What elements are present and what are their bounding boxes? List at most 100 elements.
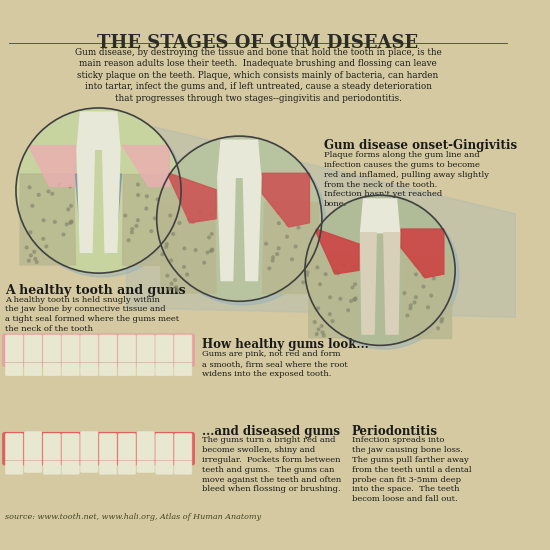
Circle shape (31, 205, 34, 207)
Polygon shape (103, 149, 120, 252)
Polygon shape (218, 178, 235, 280)
Circle shape (211, 249, 213, 252)
Circle shape (277, 222, 280, 224)
Polygon shape (401, 229, 444, 278)
Circle shape (69, 185, 72, 188)
Circle shape (170, 282, 173, 285)
Circle shape (30, 254, 32, 257)
Circle shape (28, 259, 30, 262)
Circle shape (42, 219, 45, 222)
Circle shape (170, 259, 173, 262)
Ellipse shape (305, 195, 455, 345)
Circle shape (53, 221, 56, 223)
Polygon shape (77, 149, 95, 252)
Circle shape (150, 230, 153, 233)
Circle shape (156, 198, 159, 201)
Circle shape (415, 263, 417, 266)
Circle shape (333, 270, 336, 272)
Polygon shape (309, 255, 359, 338)
FancyBboxPatch shape (174, 335, 192, 376)
FancyBboxPatch shape (6, 335, 23, 376)
FancyBboxPatch shape (100, 433, 117, 474)
Polygon shape (29, 145, 75, 186)
FancyBboxPatch shape (81, 335, 98, 376)
Ellipse shape (20, 112, 185, 277)
Circle shape (34, 257, 37, 260)
Polygon shape (262, 202, 318, 293)
Circle shape (422, 274, 425, 277)
Circle shape (302, 281, 305, 284)
Circle shape (206, 251, 209, 254)
Circle shape (409, 304, 412, 307)
Circle shape (353, 265, 356, 268)
Circle shape (178, 222, 181, 224)
Circle shape (265, 243, 267, 245)
Circle shape (166, 243, 168, 245)
Circle shape (320, 324, 323, 327)
FancyBboxPatch shape (137, 335, 154, 376)
Circle shape (183, 266, 185, 268)
Text: A healthy tooth is held snugly within
the jaw bone by connective tissue and
a ti: A healthy tooth is held snugly within th… (5, 296, 179, 333)
Circle shape (277, 247, 280, 250)
Circle shape (70, 220, 73, 223)
Circle shape (346, 309, 350, 312)
Circle shape (437, 327, 439, 329)
Polygon shape (262, 173, 310, 227)
Circle shape (188, 218, 191, 221)
Circle shape (354, 297, 357, 300)
Circle shape (354, 298, 356, 301)
Circle shape (415, 296, 417, 299)
FancyBboxPatch shape (6, 433, 23, 474)
Polygon shape (360, 199, 399, 233)
Ellipse shape (161, 140, 326, 305)
Circle shape (67, 208, 70, 211)
Circle shape (168, 288, 171, 290)
Polygon shape (169, 173, 216, 223)
Circle shape (161, 253, 164, 256)
Circle shape (186, 273, 189, 276)
Circle shape (415, 273, 417, 276)
Circle shape (29, 231, 32, 234)
Polygon shape (244, 178, 261, 280)
Circle shape (272, 256, 274, 258)
Text: The gums turn a bright red and
become swollen, shiny and
irregular.  Pockets for: The gums turn a bright red and become sw… (202, 436, 341, 493)
Circle shape (172, 233, 174, 235)
FancyBboxPatch shape (3, 334, 194, 366)
Circle shape (306, 271, 309, 274)
Circle shape (427, 306, 430, 309)
Circle shape (430, 294, 433, 297)
Circle shape (337, 272, 339, 274)
Circle shape (403, 292, 406, 294)
Circle shape (406, 314, 409, 317)
Text: Gum disease onset-Gingivitis: Gum disease onset-Gingivitis (324, 139, 517, 152)
Text: A healthy tooth and gums: A healthy tooth and gums (5, 284, 185, 298)
Text: Infection spreads into
the jaw causing bone loss.
The gums pull farther away
fro: Infection spreads into the jaw causing b… (352, 436, 471, 503)
FancyBboxPatch shape (118, 433, 135, 474)
FancyBboxPatch shape (156, 335, 173, 376)
Circle shape (194, 249, 197, 251)
Circle shape (69, 222, 72, 224)
Circle shape (25, 246, 28, 249)
Circle shape (441, 317, 443, 321)
Circle shape (277, 211, 280, 214)
Circle shape (58, 183, 60, 186)
Circle shape (208, 236, 211, 239)
Circle shape (191, 221, 195, 223)
Text: source: www.tooth.net, www.hali.org, Atlas of Human Anatomy: source: www.tooth.net, www.hali.org, Atl… (5, 513, 261, 521)
Circle shape (276, 252, 279, 255)
FancyBboxPatch shape (174, 433, 192, 474)
Circle shape (35, 261, 38, 263)
Circle shape (285, 235, 288, 238)
Circle shape (165, 245, 168, 249)
FancyBboxPatch shape (137, 432, 154, 472)
Circle shape (145, 195, 149, 197)
FancyBboxPatch shape (24, 432, 42, 472)
Circle shape (51, 192, 54, 195)
Circle shape (28, 186, 31, 189)
Circle shape (174, 279, 177, 282)
Circle shape (70, 221, 73, 224)
Polygon shape (126, 120, 516, 317)
Circle shape (351, 286, 354, 289)
Circle shape (331, 320, 334, 322)
Circle shape (65, 223, 68, 226)
